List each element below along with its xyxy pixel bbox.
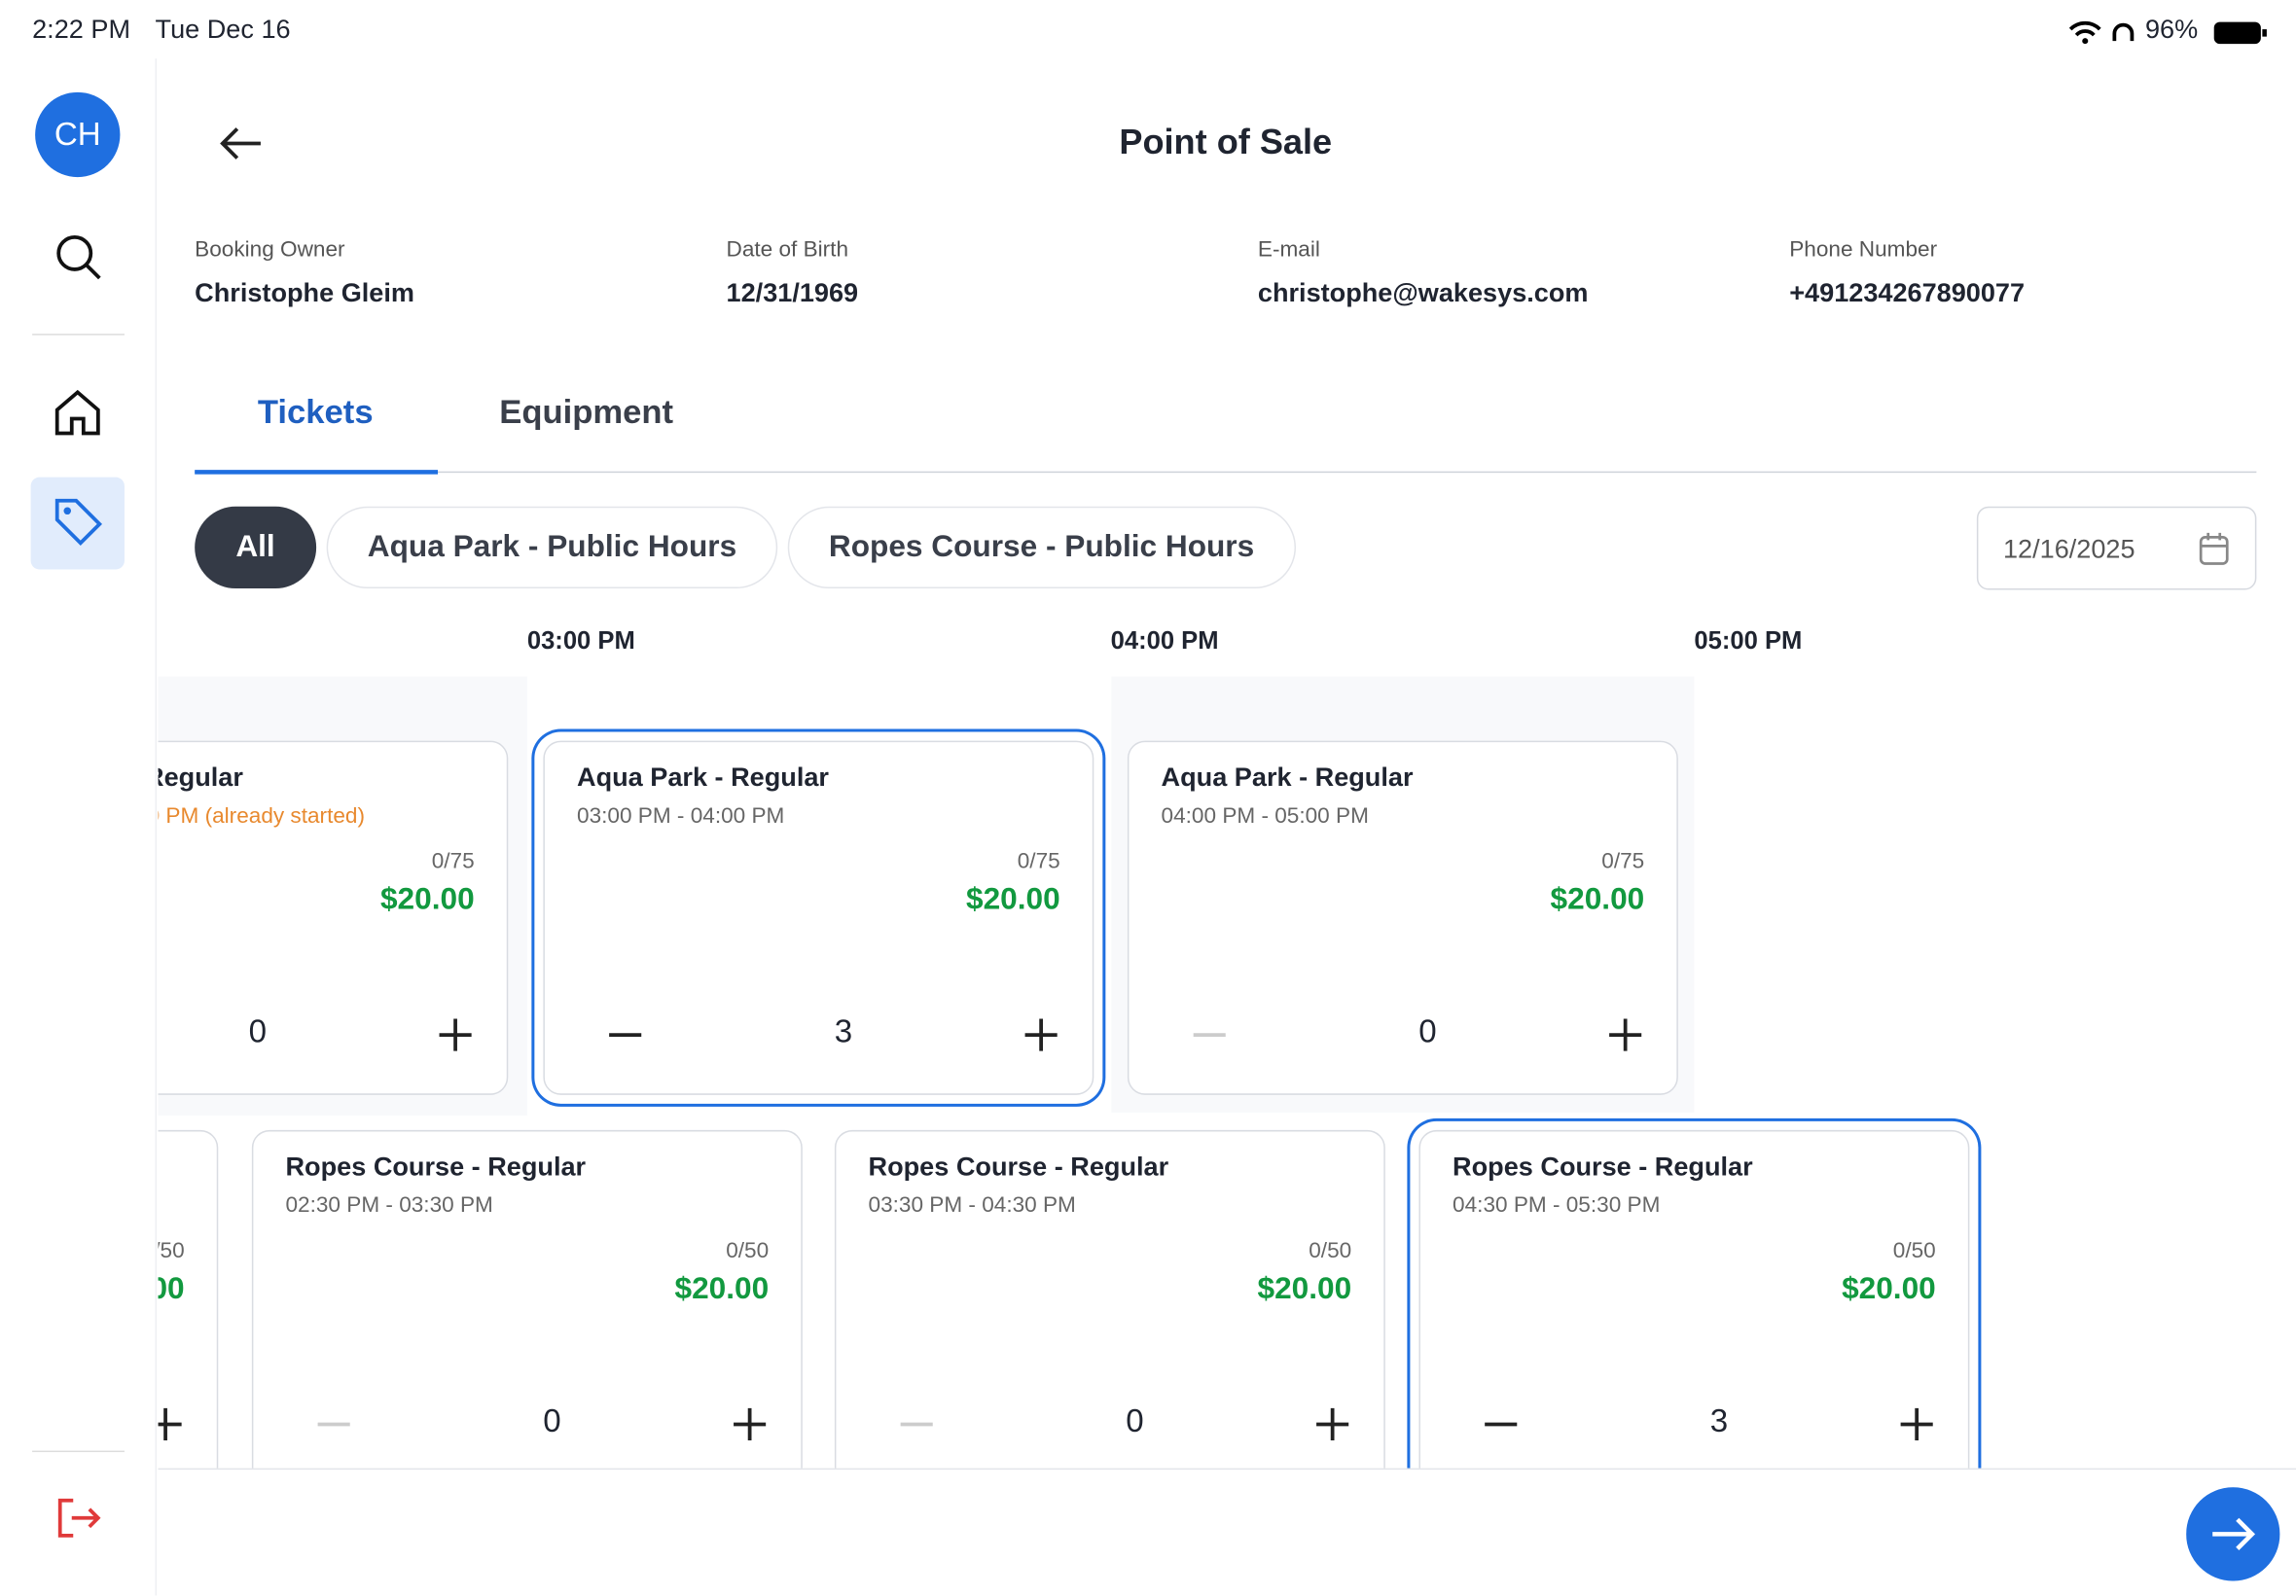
filter-chip[interactable]: All xyxy=(195,506,316,589)
ticket-card[interactable]: Aqua Park - Regular 02:00 PM - 03:00 PM (… xyxy=(158,740,509,1095)
card-title: Ropes Course - Regular xyxy=(285,1152,587,1182)
increment-button[interactable] xyxy=(1020,1013,1063,1057)
quantity: 0 xyxy=(1418,1012,1437,1050)
ticket-card[interactable]: Ropes Course - Regular 02:30 PM - 03:30 P… xyxy=(251,1129,803,1469)
logout-icon[interactable] xyxy=(53,1493,102,1543)
card-title: Aqua Park - Regular xyxy=(1161,763,1414,793)
increment-button[interactable] xyxy=(1310,1402,1354,1446)
home-icon[interactable] xyxy=(53,388,102,438)
status-time: 2:22 PM xyxy=(32,15,131,45)
active-tab-indicator xyxy=(195,470,439,475)
card-price: $20.00 xyxy=(1842,1271,1936,1306)
quantity: 3 xyxy=(1709,1401,1729,1439)
card-price: $20.00 xyxy=(379,882,475,917)
decrement-button[interactable] xyxy=(1479,1402,1523,1446)
quantity: 0 xyxy=(543,1401,561,1439)
card-capacity: 0/50 xyxy=(1309,1238,1352,1263)
card-capacity: 0/75 xyxy=(1017,848,1060,874)
card-time: 04:30 PM - 05:30 PM xyxy=(1453,1192,1661,1219)
sidebar: CH xyxy=(0,58,158,1596)
card-title: Aqua Park - Regular xyxy=(577,763,829,793)
increment-button[interactable] xyxy=(434,1013,478,1057)
card-time: 02:00 PM - 03:00 PM (already started) xyxy=(159,803,365,829)
field-value: 12/31/1969 xyxy=(726,277,859,308)
ticket-card[interactable]: Aqua Park - Regular 03:00 PM - 04:00 PM 0/… xyxy=(543,740,1094,1095)
increment-button[interactable] xyxy=(728,1402,771,1446)
tab[interactable]: Tickets xyxy=(257,392,374,431)
card-title: Ropes Course - Regular xyxy=(868,1152,1169,1182)
time-header: 05:00 PM xyxy=(1694,626,1803,655)
time-header: 03:00 PM xyxy=(526,626,635,655)
slot-grid: Aqua Park - Regular 02:00 PM - 03:00 PM (… xyxy=(158,676,2296,1469)
next-button[interactable] xyxy=(2186,1487,2280,1581)
field-label: E-mail xyxy=(1257,236,1320,263)
field-label: Phone Number xyxy=(1789,236,1938,263)
increment-button[interactable] xyxy=(158,1402,188,1446)
card-price: $20.00 xyxy=(1550,882,1645,917)
card-title: Ropes Course - Regular xyxy=(1453,1152,1753,1182)
decrement-button[interactable] xyxy=(1188,1013,1232,1057)
battery-level: 96% xyxy=(2144,15,2199,45)
quantity: 3 xyxy=(834,1012,853,1050)
back-button[interactable] xyxy=(217,123,267,163)
field-label: Date of Birth xyxy=(726,236,849,263)
card-time: 03:00 PM - 04:00 PM xyxy=(577,803,785,829)
card-price: $20.00 xyxy=(966,882,1060,917)
avatar[interactable]: CH xyxy=(35,91,121,178)
card-capacity: 0/50 xyxy=(1892,1238,1936,1263)
field-value: Christophe Gleim xyxy=(195,277,414,308)
status-date: Tue Dec 16 xyxy=(155,15,291,45)
card-price: $20.00 xyxy=(1257,1271,1352,1306)
card-price: $20.00 xyxy=(674,1271,770,1306)
increment-button[interactable] xyxy=(1895,1402,1939,1446)
field-value: christophe@wakesys.com xyxy=(1257,277,1589,308)
quantity: 0 xyxy=(1126,1401,1144,1439)
card-capacity: 0/75 xyxy=(1601,848,1645,874)
ticket-card[interactable]: Ropes Course - Regular01:30 PM - 02:30 P… xyxy=(158,1129,219,1469)
ticket-card[interactable]: Aqua Park - Regular 04:00 PM - 05:00 PM 0/… xyxy=(1127,740,1678,1095)
increment-button[interactable] xyxy=(1603,1013,1647,1057)
card-time: 04:00 PM - 05:00 PM xyxy=(1161,803,1369,829)
decrement-button[interactable] xyxy=(312,1402,356,1446)
status-icons xyxy=(2068,20,2267,45)
card-capacity: 0/75 xyxy=(431,848,475,874)
field-value: +491234267890077 xyxy=(1789,277,2026,308)
card-capacity: 0/50 xyxy=(159,1238,185,1263)
card-capacity: 0/50 xyxy=(726,1238,770,1263)
field-label: Booking Owner xyxy=(195,236,345,263)
bottom-bar xyxy=(158,1468,2296,1596)
quantity: 0 xyxy=(248,1012,268,1050)
date-value: 12/16/2025 xyxy=(2002,534,2135,564)
time-header: 04:00 PM xyxy=(1110,626,1219,655)
ticket-card[interactable]: Ropes Course - Regular 04:30 PM - 05:30 P… xyxy=(1418,1129,1970,1469)
card-price: $20.00 xyxy=(159,1271,185,1306)
tab[interactable]: Equipment xyxy=(499,392,674,431)
filter-chip[interactable]: Ropes Course - Public Hours xyxy=(787,506,1296,589)
card-time: 03:30 PM - 04:30 PM xyxy=(868,1192,1076,1219)
search-icon[interactable] xyxy=(53,231,102,281)
date-picker[interactable]: 12/16/2025 xyxy=(1976,506,2257,590)
decrement-button[interactable] xyxy=(603,1013,647,1057)
filter-chip[interactable]: Aqua Park - Public Hours xyxy=(326,506,778,589)
card-note: (already started) xyxy=(204,803,365,829)
card-title: Aqua Park - Regular xyxy=(159,763,243,793)
tickets-nav[interactable] xyxy=(30,477,125,570)
card-time: 02:30 PM - 03:30 PM xyxy=(285,1192,493,1219)
decrement-button[interactable] xyxy=(895,1402,939,1446)
calendar-icon xyxy=(2199,532,2229,565)
ticket-card[interactable]: Ropes Course - Regular 03:30 PM - 04:30 P… xyxy=(834,1129,1385,1469)
page-title: Point of Sale xyxy=(1119,123,1333,163)
